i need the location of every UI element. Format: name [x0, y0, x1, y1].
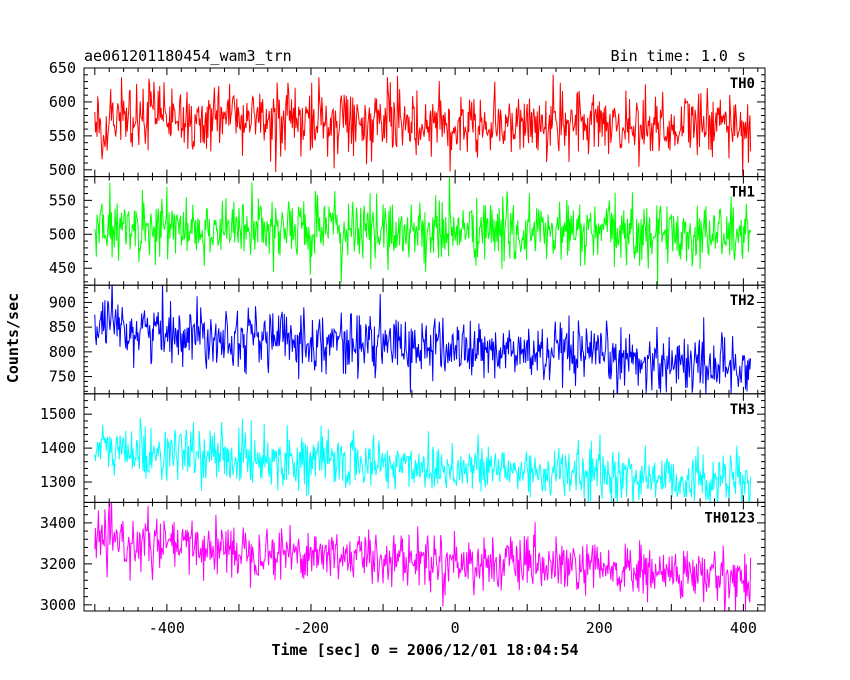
y-tick-label: 500: [49, 161, 76, 179]
panel-th2: 750 800 850 900 TH2: [49, 284, 766, 395]
series-th0: [94, 74, 752, 177]
x-axis-label: Time [sec] 0 = 2006/12/01 18:04:54: [271, 641, 578, 659]
y-tick-label: 650: [49, 59, 76, 77]
y-tick-label: 1500: [40, 405, 76, 423]
y-tick-label: 900: [49, 293, 76, 311]
y-axis-label: Counts/sec: [4, 293, 22, 383]
panel-label: TH1: [730, 185, 755, 201]
y-tick-label: 450: [49, 259, 76, 277]
series-th1: [94, 176, 752, 286]
y-tick-label: 1300: [40, 473, 76, 491]
y-tick-label: 1400: [40, 439, 76, 457]
panel-label: TH3: [730, 402, 755, 418]
y-tick-label: 500: [49, 225, 76, 243]
series-th2: [94, 285, 752, 394]
x-tick-label: 0: [451, 619, 460, 637]
y-tick-label: 600: [49, 93, 76, 111]
series-th3: [94, 417, 752, 503]
panel-frame: [83, 501, 766, 612]
panel-label: TH0: [730, 76, 755, 92]
y-tick-label: 850: [49, 318, 76, 336]
chart-title: ae061201180454_wam3_trn: [84, 47, 292, 65]
y-tick-label: 3200: [40, 555, 76, 573]
x-tick-label: -400: [149, 619, 185, 637]
panel-th0: 500 550 600 650 TH0: [49, 59, 766, 179]
x-axis: -400 -200 0 200 400: [149, 619, 757, 637]
series-th0123: [94, 502, 752, 611]
y-tick-label: 3400: [40, 514, 76, 532]
panels: 500 550 600 650 TH0 450 500 550 TH1 750 800 850 900 T…: [40, 59, 766, 614]
y-tick-label: 550: [49, 191, 76, 209]
x-tick-label: 200: [586, 619, 613, 637]
panel-th3: 1300 1400 1500 TH3: [40, 393, 766, 503]
x-tick-label: 400: [730, 619, 757, 637]
x-tick-label: -200: [293, 619, 329, 637]
panel-th0123: 3000 3200 3400 TH0123: [40, 501, 766, 614]
bin-time-label: Bin time: 1.0 s: [611, 47, 746, 65]
panel-th1: 450 500 550 TH1: [49, 176, 766, 286]
y-tick-label: 550: [49, 127, 76, 145]
y-tick-label: 3000: [40, 596, 76, 614]
panel-label: TH2: [730, 293, 755, 309]
y-tick-label: 800: [49, 343, 76, 361]
panel-label: TH0123: [704, 510, 755, 526]
y-tick-label: 750: [49, 368, 76, 386]
